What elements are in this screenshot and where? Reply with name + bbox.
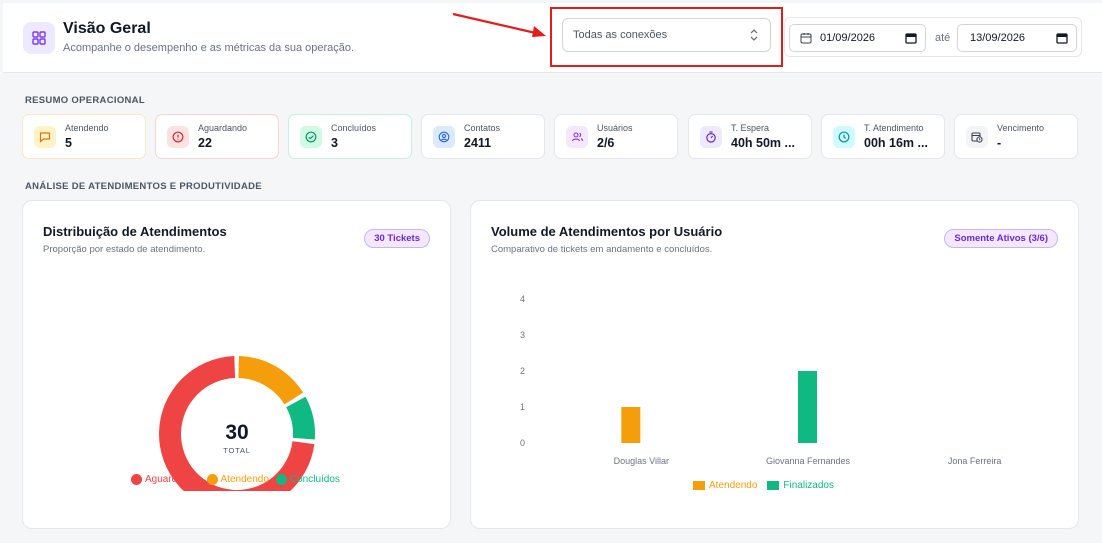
stat-label: Concluídos bbox=[331, 123, 377, 133]
stat-label: Vencimento bbox=[997, 123, 1045, 133]
donut-slice-concluídos[interactable] bbox=[286, 396, 316, 440]
stat-label: Usuários bbox=[597, 123, 633, 133]
connection-select-value: Todas as conexões bbox=[573, 29, 668, 41]
date-separator: até bbox=[935, 32, 951, 44]
annotation-highlight-box bbox=[550, 7, 783, 67]
legend-atendendo[interactable]: Atendendo bbox=[206, 474, 269, 485]
date-range: 01/09/2026 até 13/09/2026 bbox=[784, 17, 1082, 57]
bar-title: Volume de Atendimentos por Usuário bbox=[491, 224, 723, 239]
date-from-value: 01/09/2026 bbox=[820, 32, 876, 44]
x-tick-label: Jona Ferreira bbox=[948, 456, 1002, 466]
check-icon bbox=[300, 126, 322, 148]
tickets-badge: 30 Tickets bbox=[364, 229, 430, 248]
donut-slice-atendendo[interactable] bbox=[238, 356, 304, 405]
stat-card-atendendo: Atendendo 5 bbox=[22, 114, 146, 159]
stat-value: 2/6 bbox=[597, 136, 615, 150]
users-icon bbox=[566, 126, 588, 148]
resumo-label: RESUMO OPERACIONAL bbox=[25, 95, 145, 106]
chevron-updown-icon bbox=[750, 29, 758, 41]
bar-atendendo-0[interactable] bbox=[621, 407, 641, 443]
donut-total-label: TOTAL bbox=[223, 446, 250, 455]
calendar-picker-icon[interactable] bbox=[905, 32, 917, 44]
stat-card-t-espera: T. Espera 40h 50m ... bbox=[688, 114, 812, 159]
stat-label: Atendendo bbox=[65, 123, 109, 133]
stat-card-usuarios: Usuários 2/6 bbox=[554, 114, 678, 159]
y-tick-label: 1 bbox=[520, 402, 525, 412]
x-tick-label: Giovanna Fernandes bbox=[766, 456, 851, 466]
analise-label: ANÁLISE DE ATENDIMENTOS E PRODUTIVIDADE bbox=[25, 181, 262, 192]
dashboard-icon bbox=[23, 22, 55, 54]
stat-value: 22 bbox=[198, 136, 212, 150]
bar-card: Volume de Atendimentos por Usuário Compa… bbox=[470, 200, 1079, 529]
donut-total: 30 bbox=[225, 421, 248, 444]
annotation-arrow-icon bbox=[452, 12, 546, 37]
alert-icon bbox=[167, 126, 189, 148]
donut-title: Distribuição de Atendimentos bbox=[43, 224, 227, 239]
timer-icon bbox=[700, 126, 722, 148]
page-title: Visão Geral bbox=[63, 20, 151, 37]
stat-card-contatos: Contatos 2411 bbox=[421, 114, 545, 159]
date-to-input[interactable]: 13/09/2026 bbox=[957, 24, 1077, 52]
stat-card-aguardando: Aguardando 22 bbox=[155, 114, 279, 159]
stat-label: Contatos bbox=[464, 123, 501, 133]
stat-value: - bbox=[997, 136, 1002, 150]
bar-chart: 0 1 2 3 4 Douglas Villar Giovanna Fernandes Jon… bbox=[520, 294, 1002, 466]
donut-subtitle: Proporção por estado de atendimento. bbox=[43, 244, 206, 255]
connection-select[interactable]: Todas as conexões bbox=[562, 18, 771, 52]
stat-label: T. Espera bbox=[731, 123, 770, 133]
chat-icon bbox=[34, 126, 56, 148]
stat-label: Aguardando bbox=[198, 123, 248, 133]
stat-value: 5 bbox=[65, 136, 72, 150]
y-tick-label: 2 bbox=[520, 366, 525, 376]
y-tick-label: 0 bbox=[520, 438, 525, 448]
stat-card-t-atendimento: T. Atendimento 00h 16m ... bbox=[821, 114, 945, 159]
calendar-clock-icon bbox=[966, 126, 988, 148]
date-to-value: 13/09/2026 bbox=[970, 32, 1026, 44]
stat-value: 00h 16m ... bbox=[864, 136, 928, 150]
stat-value: 2411 bbox=[464, 136, 492, 150]
legend-aguardando[interactable]: Aguardando bbox=[131, 474, 200, 485]
page-subtitle: Acompanhe o desempenho e as métricas da … bbox=[63, 42, 355, 54]
legend-finalizados[interactable]: Finalizados bbox=[767, 480, 834, 491]
clock-icon bbox=[833, 126, 855, 148]
donut-legend: Aguardando Atendendo Concluídos bbox=[131, 474, 347, 485]
legend-atendendo[interactable]: Atendendo bbox=[693, 480, 757, 491]
stat-value: 3 bbox=[331, 136, 338, 150]
stat-label: T. Atendimento bbox=[864, 123, 924, 133]
bar-subtitle: Comparativo de tickets em andamento e co… bbox=[491, 244, 713, 255]
stat-card-concluidos: Concluídos 3 bbox=[288, 114, 412, 159]
stat-card-vencimento: Vencimento - bbox=[954, 114, 1078, 159]
calendar-icon bbox=[800, 33, 812, 44]
stat-value: 40h 50m ... bbox=[731, 136, 795, 150]
bar-finalizados-1[interactable] bbox=[798, 371, 817, 443]
calendar-picker-icon[interactable] bbox=[1056, 32, 1068, 44]
y-tick-label: 3 bbox=[520, 330, 525, 340]
y-tick-label: 4 bbox=[520, 294, 525, 304]
active-users-badge: Somente Ativos (3/6) bbox=[944, 229, 1058, 248]
donut-chart: 30 TOTAL bbox=[159, 356, 316, 491]
donut-card: Distribuição de Atendimentos Proporção p… bbox=[22, 200, 451, 529]
legend-concluidos[interactable]: Concluídos bbox=[275, 474, 340, 485]
donut-slice-aguardando[interactable] bbox=[159, 356, 315, 491]
contact-icon bbox=[433, 126, 455, 148]
x-tick-label: Douglas Villar bbox=[614, 456, 669, 466]
date-from-input[interactable]: 01/09/2026 bbox=[789, 24, 926, 52]
bar-legend: Atendendo Finalizados bbox=[693, 480, 841, 491]
